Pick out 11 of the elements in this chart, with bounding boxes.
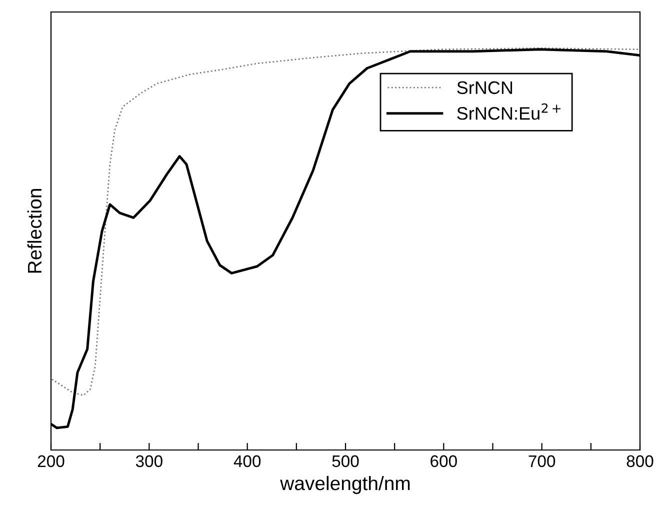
x-axis-title: wavelength/nm (280, 476, 410, 494)
x-tick-label: 500 (332, 455, 359, 468)
legend-label: SrNCN (457, 81, 512, 94)
legend-label: SrNCN:Eu$^{2+}$ (457, 103, 561, 120)
y-axis-title: Reflection (27, 189, 42, 273)
x-tick-label: 800 (626, 455, 654, 468)
x-tick-label: 300 (136, 455, 162, 468)
x-tick-label: 200 (38, 455, 64, 468)
x-tick-label: 400 (234, 455, 261, 468)
x-tick-label: 600 (430, 455, 457, 468)
x-tick-label: 700 (528, 455, 556, 468)
